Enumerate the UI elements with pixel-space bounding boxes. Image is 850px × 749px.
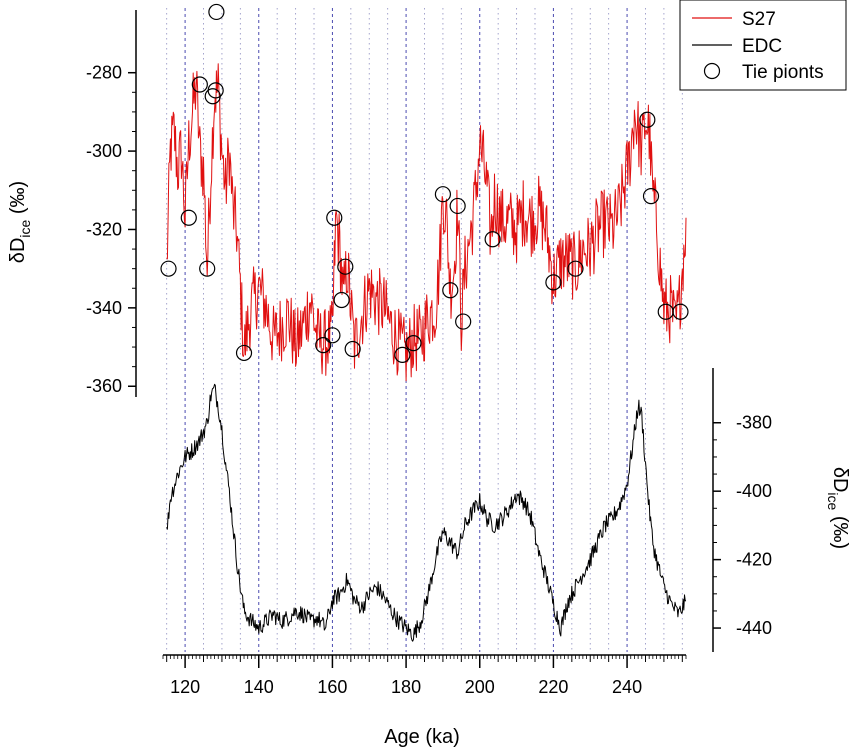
tie-point <box>344 340 361 358</box>
x-axis-title: Age (ka) <box>384 726 460 748</box>
tie-point <box>324 327 341 344</box>
tie-point <box>191 76 208 93</box>
tie-point <box>394 346 411 363</box>
tie-point <box>455 313 472 330</box>
tie-point <box>199 260 216 277</box>
legend-s27-label: S27 <box>742 9 776 30</box>
tie-point <box>405 335 422 352</box>
axes: -280 -300 -320 -340 -360 -380 -400 -420 -440 120 1… <box>86 10 772 697</box>
tie-point <box>160 260 177 277</box>
right-axis-title: δDice (‰) <box>825 467 850 549</box>
tie-point <box>204 88 221 105</box>
tie-point <box>180 209 197 226</box>
tie-point <box>333 291 350 309</box>
tie-point <box>545 274 562 291</box>
left-tick-label: -300 <box>86 141 122 161</box>
left-tick-label: -320 <box>86 219 122 239</box>
edc-series <box>166 383 687 642</box>
tie-point <box>639 111 656 128</box>
tie-point <box>449 197 466 215</box>
s27-series <box>166 63 687 382</box>
vertical-gridlines <box>166 8 683 652</box>
tie-point <box>326 209 343 226</box>
tie-point <box>442 282 459 299</box>
tie-point <box>672 303 689 320</box>
right-tick-label: -440 <box>736 618 772 638</box>
tie-point <box>434 186 452 203</box>
tie-point <box>337 258 354 275</box>
x-tick-label: 140 <box>244 677 274 697</box>
x-tick-label: 240 <box>612 677 642 697</box>
left-tick-label: -280 <box>86 63 122 83</box>
tie-point <box>567 260 584 277</box>
right-tick-label: -400 <box>736 481 772 501</box>
edc-line <box>166 383 687 642</box>
tie-point <box>207 82 224 99</box>
left-axis-title: δDice (‰) <box>7 181 33 263</box>
left-tick-label: -360 <box>86 376 122 396</box>
right-tick-label: -420 <box>736 550 772 570</box>
legend-tie-symbol <box>703 62 721 80</box>
x-tick-label: 120 <box>170 677 200 697</box>
right-tick-label: -380 <box>736 413 772 433</box>
left-tick-label: -340 <box>86 298 122 318</box>
tie-point <box>208 3 225 21</box>
tie-point <box>642 188 660 205</box>
legend: S27 EDC Tie pionts <box>679 0 847 91</box>
tie-point <box>484 231 501 248</box>
legend-edc-label: EDC <box>742 36 782 57</box>
tie-point <box>235 344 253 362</box>
x-tick-label: 160 <box>317 677 347 697</box>
x-tick-label: 180 <box>391 677 421 697</box>
legend-tie-label: Tie pionts <box>742 62 824 83</box>
tie-point <box>657 303 674 320</box>
x-tick-label: 200 <box>465 677 495 697</box>
tie-point <box>315 336 332 354</box>
tie-points <box>160 3 689 363</box>
x-tick-label: 220 <box>538 677 568 697</box>
s27-line <box>166 63 687 382</box>
